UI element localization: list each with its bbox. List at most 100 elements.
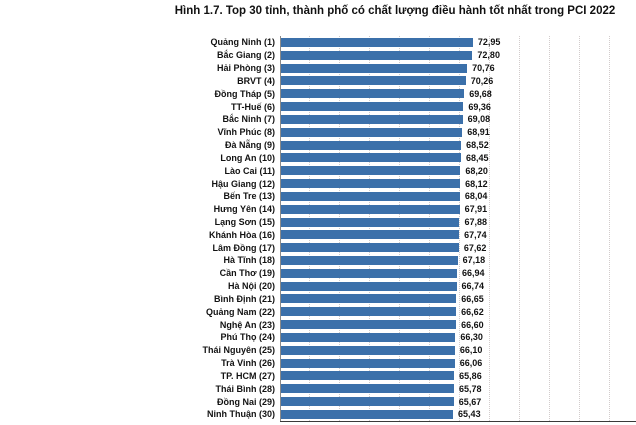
chart-rows: Quảng Ninh (1) 72,95 Bắc Giang (2) 72,80 Hải… — [0, 36, 636, 421]
value-label: 69,08 — [467, 114, 491, 125]
bar-track: 68,12 — [281, 177, 636, 190]
value-label: 65,86 — [459, 370, 482, 381]
bar-track: 68,20 — [281, 164, 636, 177]
bar-row: Hưng Yên (14) 67,91 — [0, 203, 636, 216]
bar-row: Bắc Ninh (7) 69,08 — [0, 113, 636, 126]
bar — [281, 268, 458, 278]
bar — [281, 320, 457, 330]
bar — [281, 294, 457, 304]
bar-track: 66,60 — [281, 318, 636, 331]
value-label: 68,20 — [465, 165, 488, 176]
gridline — [549, 36, 550, 421]
bar-track: 66,65 — [281, 293, 636, 306]
bar-row: Lạng Sơn (15) 67,88 — [0, 216, 636, 229]
x-axis-line — [280, 421, 636, 422]
bar-track: 72,95 — [281, 36, 636, 49]
bar-track: 66,74 — [281, 280, 636, 293]
bar-track: 67,18 — [281, 254, 636, 267]
bar-row: Đồng Nai (29) 65,67 — [0, 395, 636, 408]
bar-track: 65,43 — [281, 408, 636, 421]
category-label: TT-Huế (6) — [231, 101, 275, 112]
bar-row: Ninh Thuận (30) 65,43 — [0, 408, 636, 421]
bar-row: Hậu Giang (12) 68,12 — [0, 177, 636, 190]
category-label: Bến Tre (13) — [223, 191, 275, 202]
gridline — [489, 36, 490, 421]
bar-row: Khánh Hòa (16) 67,74 — [0, 228, 636, 241]
category-label: TP. HCM (27) — [220, 370, 275, 381]
bar-track: 65,86 — [281, 370, 636, 383]
category-label: Khánh Hòa (16) — [208, 229, 275, 240]
bar-row: Bình Định (21) 66,65 — [0, 293, 636, 306]
bar — [281, 397, 454, 407]
bar — [281, 191, 460, 201]
bar-track: 67,91 — [281, 203, 636, 216]
bar-track: 69,36 — [281, 100, 636, 113]
bar-track: 68,45 — [281, 151, 636, 164]
value-label: 70,76 — [472, 63, 495, 74]
value-label: 66,10 — [459, 345, 483, 356]
bar-row: Trà Vinh (26) 66,06 — [0, 357, 636, 370]
value-label: 65,78 — [458, 383, 482, 394]
bar-track: 66,94 — [281, 267, 636, 280]
category-label: Nghệ An (23) — [219, 319, 275, 330]
bar — [281, 358, 455, 368]
bar-row: Hà Tĩnh (18) 67,18 — [0, 254, 636, 267]
bar — [281, 63, 468, 73]
category-label: Bắc Ninh (7) — [222, 114, 275, 125]
bar-row: Đồng Tháp (5) 69,68 — [0, 87, 636, 100]
category-label: Quảng Nam (22) — [205, 306, 275, 317]
value-label: 68,12 — [465, 178, 488, 189]
bar-row: Bến Tre (13) 68,04 — [0, 190, 636, 203]
value-label: 66,62 — [461, 306, 484, 317]
bar-track: 66,62 — [281, 305, 636, 318]
chart-title: Hình 1.7. Top 30 tỉnh, thành phố có chất… — [174, 5, 616, 17]
bar-track: 69,68 — [281, 87, 636, 100]
bar-row: Lào Cai (11) 68,20 — [0, 164, 636, 177]
bar — [281, 332, 456, 342]
bar-track: 72,80 — [281, 49, 636, 62]
category-label: Cần Thơ (19) — [219, 268, 275, 279]
bar — [281, 89, 465, 99]
value-label: 65,43 — [458, 409, 481, 420]
value-label: 68,04 — [464, 191, 488, 202]
bar-track: 66,06 — [281, 357, 636, 370]
value-label: 66,94 — [462, 268, 485, 279]
gridline — [429, 36, 430, 421]
value-label: 69,68 — [469, 88, 492, 99]
value-label: 70,26 — [470, 75, 494, 86]
bar — [281, 37, 473, 47]
bar-row: Nghệ An (23) 66,60 — [0, 318, 636, 331]
category-label: Bắc Giang (2) — [216, 50, 275, 61]
value-label: 72,80 — [477, 50, 500, 61]
category-label: Ninh Thuận (30) — [207, 409, 275, 420]
gridline — [369, 36, 370, 421]
bar-row: Long An (10) 68,45 — [0, 151, 636, 164]
category-label: Lạng Sơn (15) — [214, 217, 275, 227]
category-label: Hậu Giang (12) — [211, 178, 275, 189]
value-label: 65,67 — [458, 396, 482, 407]
bar-row: TT-Huế (6) 69,36 — [0, 100, 636, 113]
category-label: Trà Vinh (26) — [221, 358, 275, 369]
category-label: Phú Thọ (24) — [220, 332, 276, 343]
bar-row: Hà Nội (20) 66,74 — [0, 280, 636, 293]
category-label: Quảng Ninh (1) — [210, 37, 276, 48]
bar-track: 66,10 — [281, 344, 636, 357]
bar — [281, 179, 461, 189]
bar-row: Cần Thơ (19) 66,94 — [0, 267, 636, 280]
category-label: Hải Phòng (3) — [217, 63, 275, 74]
value-label: 72,95 — [477, 37, 501, 48]
bar-row: Hải Phòng (3) 70,76 — [0, 62, 636, 75]
category-label: Đồng Tháp (5) — [214, 88, 276, 99]
bar-track: 67,62 — [281, 241, 636, 254]
bar — [281, 140, 462, 150]
bar — [281, 102, 464, 112]
value-label: 66,60 — [461, 319, 484, 330]
bar — [281, 127, 463, 137]
bar — [281, 153, 461, 163]
bar-track: 67,74 — [281, 228, 636, 241]
bar — [281, 307, 457, 317]
category-label: Long An (10) — [220, 152, 275, 163]
gridline — [339, 36, 340, 421]
category-label: Thái Bình (28) — [215, 383, 275, 394]
